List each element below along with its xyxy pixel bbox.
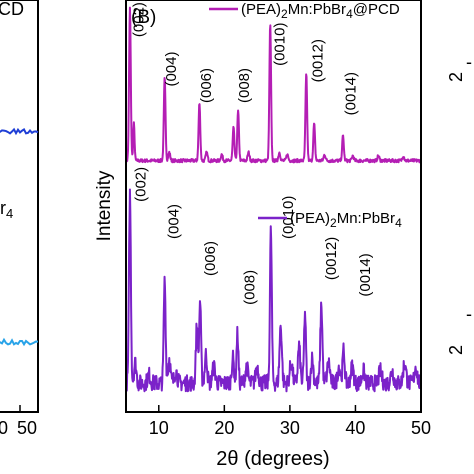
series-line-2 [125, 188, 422, 393]
peak-annotations: (002) (004) (006) (008) (0010) (0012) (0014) (0… [131, 2, 374, 305]
peak-label: (0010) [272, 23, 289, 66]
peak-label: (008) [241, 270, 258, 305]
x-axis-label: 2θ (degrees) [216, 448, 329, 470]
left-panel-frame [0, 0, 39, 413]
peak-label: (006) [198, 68, 215, 103]
x-tick-label: 10 [149, 418, 169, 438]
peak-label: (004) [165, 204, 182, 239]
legend-label: (PEA)2Mn:PbBr4 [290, 210, 402, 230]
left-series-line-1 [0, 127, 39, 136]
series-line-1 [125, 6, 422, 164]
x-tick-label: 20 [214, 418, 234, 438]
right-panel: 2 - 2 - [446, 52, 472, 355]
peak-label: (0012) [310, 39, 327, 82]
x-tick-label: 50 [411, 418, 431, 438]
peak-label: (0010) [280, 196, 297, 239]
peak-label: (0012) [323, 237, 340, 280]
peak-label: (0014) [357, 253, 374, 296]
right-fragment: 2 [446, 345, 466, 355]
peak-label: (002) [133, 167, 150, 202]
left-tick-label-50: 50 [17, 418, 37, 438]
plot-frame [125, 0, 422, 413]
right-fragment: 2 [446, 72, 466, 82]
legend-label: (PEA)2Mn:PbBr4@PCD [241, 1, 400, 21]
left-legend-fragment: CD [0, 0, 24, 19]
series-group [125, 6, 422, 393]
peak-label: (006) [202, 241, 219, 276]
right-fragment: - [466, 52, 472, 72]
peak-label: (008) [236, 68, 253, 103]
panel-b: (002) (004) (006) (008) (0010) (0012) (0014) (0… [94, 0, 431, 470]
x-tick-label: 40 [345, 418, 365, 438]
legend-series-2: (PEA)2Mn:PbBr4 [258, 210, 402, 230]
peak-label: (002) [131, 2, 148, 37]
legend-series-1: (PEA)2Mn:PbBr4@PCD [209, 1, 400, 21]
left-tick-label-0: 0 [0, 418, 8, 438]
peak-label: (004) [163, 51, 180, 86]
x-tick-label: 30 [280, 418, 300, 438]
x-axis-ticks: 10 20 30 40 50 [149, 405, 431, 438]
left-panel: CD r4 0 50 [0, 0, 39, 438]
right-fragment: - [466, 304, 472, 324]
peak-label: (0014) [342, 72, 359, 115]
left-series-line-2 [0, 337, 39, 347]
panel-label: (B) [131, 7, 156, 28]
y-axis-label: Intensity [94, 170, 115, 241]
left-legend-fragment-2: r4 [0, 198, 13, 221]
